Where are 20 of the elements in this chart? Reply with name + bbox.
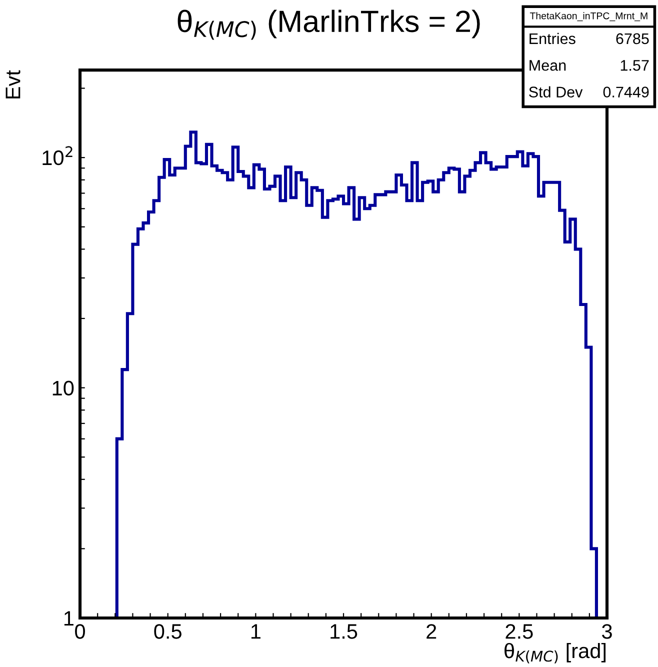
y-tick-label: 10$^{2}$ bbox=[42, 146, 72, 166]
text: Entries bbox=[530, 32, 576, 44]
x-tick-label: 2 bbox=[426, 624, 436, 639]
text: ThetaKaon_inTPC_Mrnt_M bbox=[530, 12, 648, 22]
text: 1.57 bbox=[620, 60, 649, 71]
y-tick-label: 10 bbox=[52, 380, 74, 396]
y-tick-label: 1 bbox=[64, 611, 74, 626]
y-axis-title: Evt bbox=[6, 70, 20, 98]
annotation: 0.7449 bbox=[603, 86, 649, 98]
x-tick-label: 1 bbox=[251, 624, 260, 639]
x-axis-title: θ$_{K(MC)}$ [rad] bbox=[504, 642, 606, 664]
x-tick-label: 3 bbox=[602, 624, 612, 639]
chart-title: θ$_{K(MC)}$ (MarlinTrks = 2) bbox=[178, 10, 480, 40]
x-tick-label: 0 bbox=[75, 624, 85, 639]
x-tick-label: 2.5 bbox=[506, 624, 533, 639]
x-tick-label: 1.5 bbox=[330, 624, 358, 639]
annotation: Mean bbox=[530, 60, 566, 71]
text: 6785 bbox=[616, 33, 649, 44]
annotation: Std Dev bbox=[529, 86, 583, 98]
x-tick-label: 0.5 bbox=[154, 624, 182, 639]
